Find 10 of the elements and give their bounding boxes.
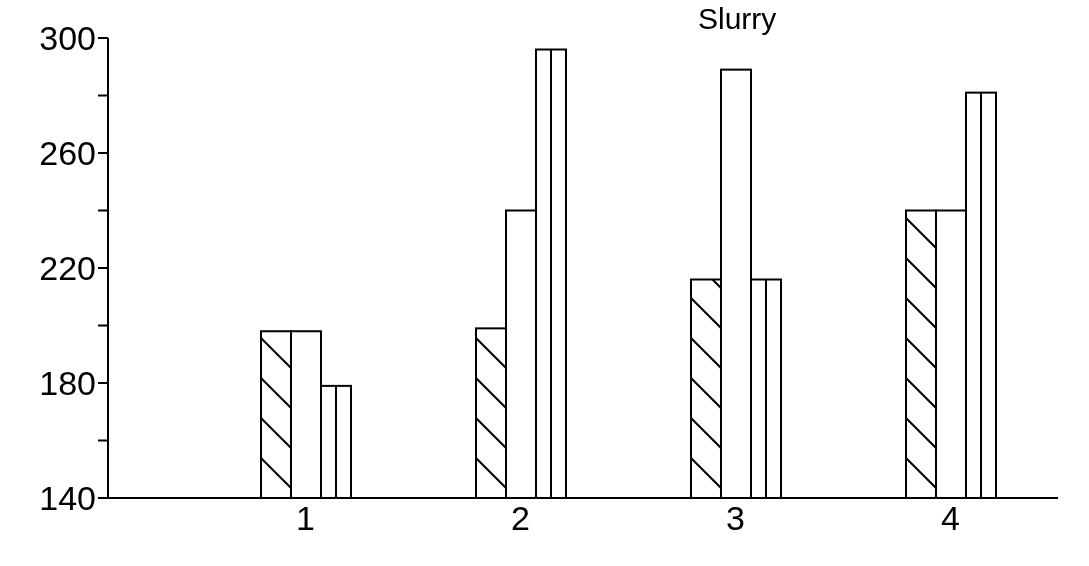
y-tick-label: 180 xyxy=(39,364,96,403)
y-tick-label: 260 xyxy=(39,134,96,173)
y-tick-label: 140 xyxy=(39,479,96,518)
x-tick-label: 2 xyxy=(511,499,530,538)
x-tick-label: 3 xyxy=(726,499,745,538)
chart-title: Slurry xyxy=(698,2,777,36)
y-tick-label: 300 xyxy=(39,19,96,58)
x-tick-label: 1 xyxy=(296,499,315,538)
x-tick-label: 4 xyxy=(941,499,960,538)
y-tick-label: 220 xyxy=(39,249,96,288)
